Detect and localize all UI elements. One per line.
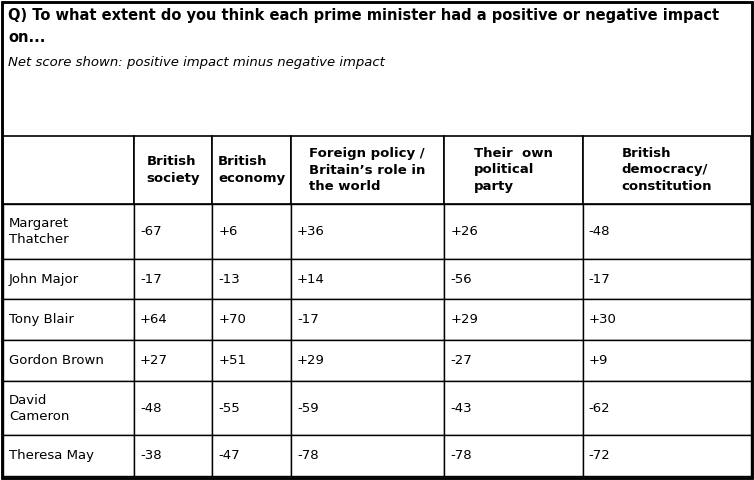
Bar [444,204,583,259]
Text: -13: -13 [219,273,241,286]
Bar [444,300,583,340]
Bar [213,300,291,340]
Bar [134,259,213,300]
Text: +14: +14 [297,273,325,286]
Text: Gordon Brown: Gordon Brown [9,354,104,367]
Bar [3,381,134,435]
Bar [444,136,583,204]
Bar [3,435,134,476]
Text: -78: -78 [450,449,472,462]
Bar [213,259,291,300]
Bar [134,204,213,259]
Bar [134,300,213,340]
Bar [3,259,134,300]
Text: +70: +70 [219,313,247,326]
Bar [583,340,751,381]
Text: John Major: John Major [9,273,79,286]
Bar [213,340,291,381]
Text: -47: -47 [219,449,240,462]
Text: Net score shown: positive impact minus negative impact: Net score shown: positive impact minus n… [8,56,385,69]
Bar [583,381,751,435]
Text: Their  own
political
party: Their own political party [474,147,553,193]
Bar [583,259,751,300]
Bar [291,340,444,381]
Bar [291,204,444,259]
Bar [444,259,583,300]
Text: -17: -17 [297,313,319,326]
Bar [583,136,751,204]
Text: David
Cameron: David Cameron [9,394,69,422]
Text: British
society: British society [146,155,200,185]
Bar [583,435,751,476]
Bar [291,381,444,435]
Text: +30: +30 [589,313,617,326]
Text: +26: +26 [450,225,478,238]
Text: -48: -48 [589,225,610,238]
Bar [3,340,134,381]
Text: British
democracy/
constitution: British democracy/ constitution [621,147,712,193]
Text: -27: -27 [450,354,472,367]
Text: -17: -17 [589,273,611,286]
Text: -38: -38 [140,449,161,462]
Bar [291,300,444,340]
Bar [213,435,291,476]
Bar [134,381,213,435]
Bar [291,435,444,476]
Text: +64: +64 [140,313,167,326]
Text: Q) To what extent do you think each prime minister had a positive or negative im: Q) To what extent do you think each prim… [8,8,719,23]
Text: +29: +29 [450,313,478,326]
Bar [134,340,213,381]
Text: on...: on... [8,30,45,45]
Text: +36: +36 [297,225,325,238]
Bar [213,381,291,435]
Bar [444,435,583,476]
Bar [583,300,751,340]
Bar [291,259,444,300]
Text: +29: +29 [297,354,325,367]
Bar [213,136,291,204]
Text: Foreign policy /
Britain’s role in
the world: Foreign policy / Britain’s role in the w… [309,147,426,193]
Bar [134,136,213,204]
Text: -17: -17 [140,273,161,286]
Text: -56: -56 [450,273,472,286]
Text: British
economy: British economy [218,155,285,185]
Bar [291,136,444,204]
Text: Theresa May: Theresa May [9,449,94,462]
Bar [3,300,134,340]
Bar [444,340,583,381]
Text: Tony Blair: Tony Blair [9,313,74,326]
Text: -48: -48 [140,401,161,415]
Bar [583,204,751,259]
Bar [134,435,213,476]
Text: +27: +27 [140,354,168,367]
Text: -55: -55 [219,401,241,415]
Bar [3,204,134,259]
Text: -72: -72 [589,449,611,462]
Text: Margaret
Thatcher: Margaret Thatcher [9,217,69,246]
Text: -78: -78 [297,449,319,462]
Text: -62: -62 [589,401,610,415]
Bar [444,381,583,435]
Bar [213,204,291,259]
Text: +6: +6 [219,225,238,238]
Text: -67: -67 [140,225,161,238]
Text: +9: +9 [589,354,608,367]
Text: +51: +51 [219,354,247,367]
Bar [3,136,134,204]
Text: -59: -59 [297,401,319,415]
Text: -43: -43 [450,401,472,415]
